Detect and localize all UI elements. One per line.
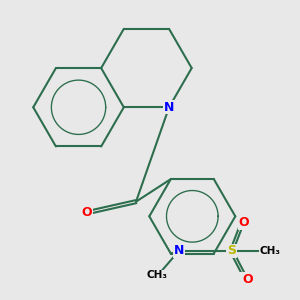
- Text: O: O: [82, 206, 92, 219]
- Text: CH₃: CH₃: [146, 270, 167, 280]
- Text: O: O: [242, 273, 253, 286]
- Text: CH₃: CH₃: [259, 246, 280, 256]
- Text: O: O: [238, 216, 249, 229]
- Text: N: N: [164, 101, 174, 114]
- Text: S: S: [227, 244, 236, 257]
- Text: N: N: [174, 244, 184, 257]
